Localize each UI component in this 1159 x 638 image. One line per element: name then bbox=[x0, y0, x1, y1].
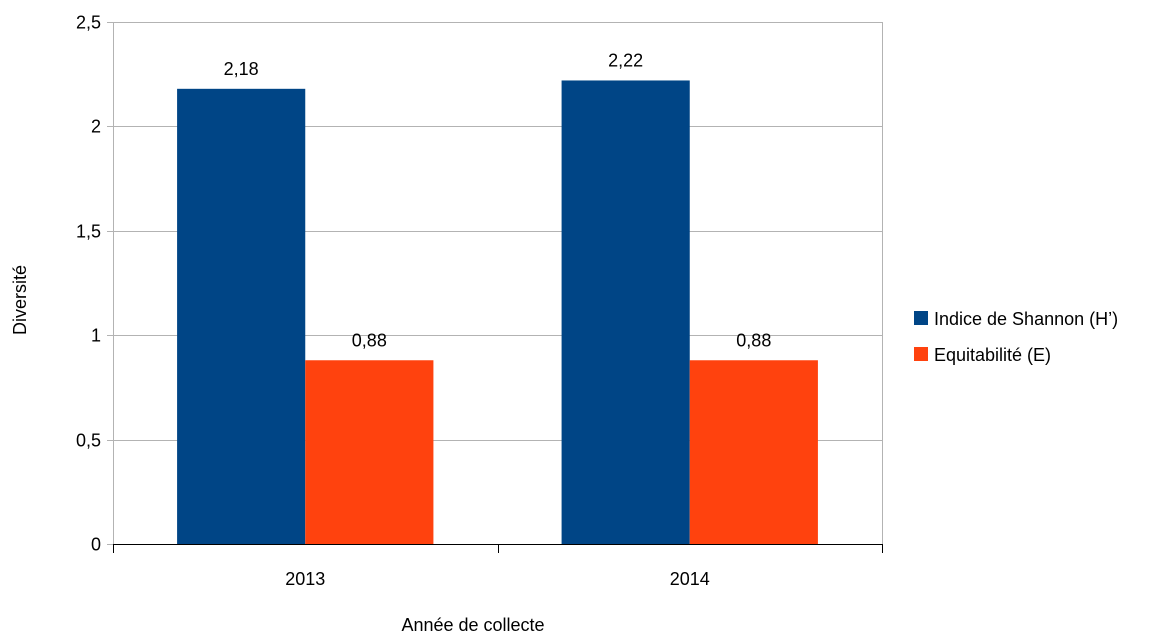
y-tick-label: 1 bbox=[91, 326, 101, 346]
legend-swatch bbox=[914, 347, 928, 361]
x-tick-label: 2014 bbox=[670, 569, 710, 589]
legend-label: Equitabilité (E) bbox=[934, 345, 1051, 365]
data-label: 2,18 bbox=[224, 59, 259, 79]
legend-swatch bbox=[914, 311, 928, 325]
legend: Indice de Shannon (H’) Equitabilité (E) bbox=[914, 309, 1118, 365]
y-tick-label: 0,5 bbox=[76, 431, 101, 451]
bar bbox=[561, 80, 690, 545]
y-axis-title: Diversité bbox=[10, 265, 30, 335]
x-axis-title: Année de collecte bbox=[401, 615, 544, 633]
data-label: 2,22 bbox=[608, 50, 643, 70]
data-labels: 2,18 0,88 2,22 0,88 bbox=[224, 50, 772, 350]
data-label: 0,88 bbox=[736, 330, 771, 350]
data-label: 0,88 bbox=[352, 330, 387, 350]
legend-label: Indice de Shannon (H’) bbox=[934, 309, 1118, 329]
x-tick-label: 2013 bbox=[285, 569, 325, 589]
y-tick-label: 2 bbox=[91, 117, 101, 137]
bar bbox=[689, 360, 818, 544]
bars bbox=[177, 80, 818, 545]
axes: 0 0,5 1 1,5 2 2,5 2013 2014 bbox=[76, 13, 883, 589]
y-tick-label: 1,5 bbox=[76, 222, 101, 242]
bar bbox=[305, 360, 434, 544]
y-tick-label: 2,5 bbox=[76, 13, 101, 33]
bar bbox=[177, 88, 306, 544]
y-tick-label: 0 bbox=[91, 535, 101, 555]
